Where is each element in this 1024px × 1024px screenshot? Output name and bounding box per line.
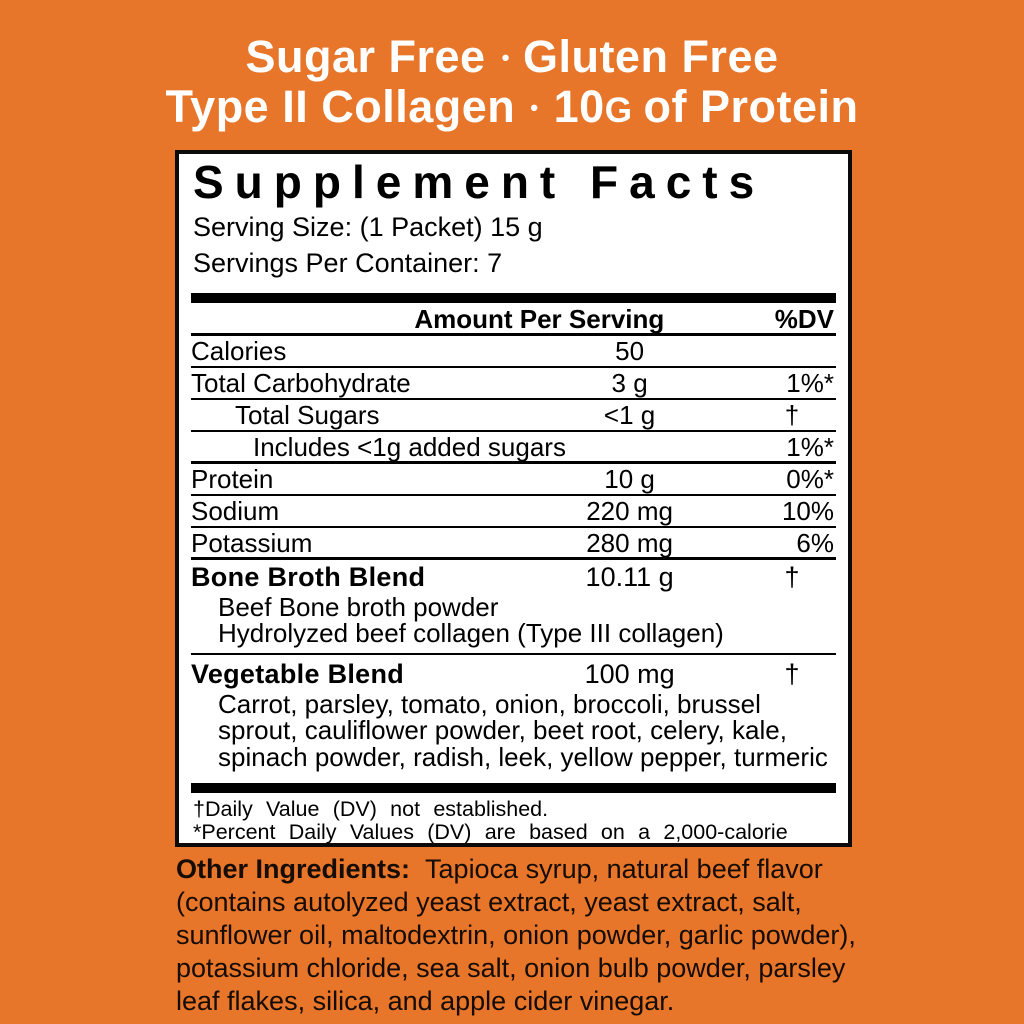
nutrient-name: Total Sugars [235,399,380,430]
vegetable-blend-section: Vegetable Blend 100 mg † Carrot, parsley… [191,657,836,777]
column-header-amount: Amount Per Serving [414,303,665,334]
blend-header-row: Vegetable Blend 100 mg † [191,657,836,690]
serving-size: Serving Size: (1 Packet) 15 g [193,211,543,242]
claim-protein-text: of Protein [643,81,859,133]
blend-amount: 100 mg [584,658,675,689]
nutrient-dv: 10% [781,495,834,526]
blend-ingredient-line: Carrot, parsley, tomato, onion, broccoli… [218,688,761,719]
column-header-dv: %DV [774,303,834,334]
nutrient-name: Total Carbohydrate [191,367,411,398]
bone-broth-blend-section: Bone Broth Blend 10.11 g † Beef Bone bro… [191,560,836,655]
nutrient-dv: † [784,399,800,430]
bullet-separator-icon: • [530,94,539,120]
table-row-sodium: Sodium 220 mg 10% [191,496,836,528]
blend-name: Vegetable Blend [191,658,405,689]
nutrient-amount: 3 g [611,367,648,398]
servings-per-container: Servings Per Container: 7 [193,247,503,278]
table-row-added-sugars: Includes <1g added sugars 1%* [191,432,836,464]
nutrient-amount: 50 [615,335,645,366]
blend-dv: † [784,561,800,592]
footnote-dv-not-established: †Daily Value (DV) not established. [193,797,549,822]
blend-name: Bone Broth Blend [191,561,426,592]
supplement-facts-panel: Supplement Facts Serving Size: (1 Packet… [175,150,852,847]
claims-line-2: Type II Collagen • 10G of Protein [0,82,1024,132]
nutrient-amount: 220 mg [586,495,673,526]
claim-sugar-free: Sugar Free [245,31,486,82]
blend-amount: 10.11 g [585,561,674,592]
blend-ingredient-line: Hydrolyzed beef collagen (Type III colla… [218,618,724,649]
nutrient-name: Protein [191,463,274,494]
table-row-total-carbohydrate: Total Carbohydrate 3 g 1%* [191,368,836,400]
table-row-calories: Calories 50 [191,336,836,368]
nutrient-amount: 280 mg [586,527,673,558]
table-row-potassium: Potassium 280 mg 6% [191,528,836,560]
blend-header-row: Bone Broth Blend 10.11 g † [191,560,836,593]
nutrient-amount: 10 g [604,463,655,494]
nutrient-dv: 1%* [786,367,834,398]
blend-dv: † [784,658,800,689]
nutrient-dv: 1%* [786,431,834,462]
blend-ingredient-line: sprout, cauliflower powder, beet root, c… [218,715,787,746]
claim-protein-amount: 10 [553,81,605,133]
nutrient-amount: <1 g [603,399,656,430]
nutrient-name: Includes <1g added sugars [253,431,566,462]
nutrient-name: Sodium [191,495,280,526]
claims-line-1: Sugar Free • Gluten Free [0,31,1024,82]
other-ingredients-text: Tapioca syrup, natural beef flavor (cont… [176,854,856,1016]
claim-protein-unit: G [604,91,633,131]
blend-ingredient-lines: Carrot, parsley, tomato, onion, broccoli… [191,690,836,777]
footnotes: †Daily Value (DV) not established. *Perc… [191,797,836,844]
other-ingredients-label: Other Ingredients: [176,854,411,884]
blend-ingredient-line: Beef Bone broth powder [218,591,499,622]
nutrient-name: Potassium [191,527,313,558]
claim-gluten-free: Gluten Free [522,31,779,82]
nutrient-name: Calories [191,335,287,366]
blend-ingredient-lines: Beef Bone broth powder Hydrolyzed beef c… [191,593,836,653]
bullet-separator-icon: • [501,44,510,70]
blend-ingredient-line: spinach powder, radish, leek, yellow pep… [218,741,828,772]
product-claims-header: Sugar Free • Gluten Free Type II Collagen •… [0,31,1024,133]
table-row-protein: Protein 10 g 0%* [191,464,836,496]
thick-divider-bar [191,783,836,794]
nutrient-dv: 0%* [786,463,834,494]
other-ingredients-paragraph: Other Ingredients: Tapioca syrup, natural… [176,853,874,1018]
claim-type-ii-collagen: Type II Collagen [165,81,516,133]
panel-title: Supplement Facts [193,156,766,208]
table-header-row: Amount Per Serving %DV [191,303,836,336]
table-row-total-sugars: Total Sugars <1 g † [191,400,836,432]
nutrient-dv: 6% [796,527,834,558]
footnote-percent-dv: *Percent Daily Values (DV) are based on … [193,819,788,844]
thick-divider-bar [191,292,836,303]
